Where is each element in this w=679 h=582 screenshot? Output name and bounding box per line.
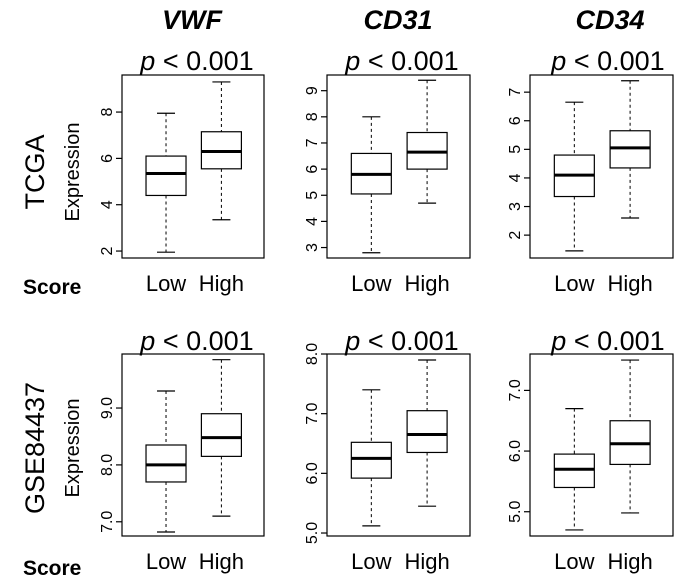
y-tick-label: 7.0 bbox=[304, 402, 321, 424]
box-high bbox=[609, 359, 651, 514]
x-category-label: Low bbox=[351, 271, 391, 296]
y-tick-label: 7.0 bbox=[507, 379, 524, 401]
box-low bbox=[553, 408, 595, 531]
pvalue-value: < 0.001 bbox=[574, 46, 665, 76]
x-category-label: Low bbox=[351, 549, 391, 574]
box-low bbox=[145, 112, 187, 253]
x-category-label: High bbox=[404, 549, 449, 574]
y-tick-label: 9 bbox=[304, 86, 321, 95]
box-high bbox=[200, 81, 242, 221]
pvalue-gse-vwf: p < 0.001 bbox=[139, 326, 253, 356]
pvalue-symbol: p bbox=[139, 326, 155, 356]
plot-frame bbox=[121, 353, 265, 537]
y-tick-label: 8 bbox=[99, 108, 116, 117]
pvalue-symbol: p bbox=[139, 46, 155, 76]
score-label-gse84437: Score bbox=[23, 557, 81, 580]
plot-frame bbox=[529, 74, 674, 259]
pvalue-symbol: p bbox=[344, 46, 360, 76]
x-category-label: Low bbox=[146, 549, 186, 574]
box-high bbox=[609, 80, 651, 219]
plot-frame bbox=[326, 353, 471, 537]
y-tick-label: 6.0 bbox=[304, 462, 321, 484]
y-tick-label: 5 bbox=[304, 191, 321, 200]
title-cd34: CD34 bbox=[575, 5, 644, 35]
iqr-box bbox=[350, 441, 392, 479]
y-tick-label: 7 bbox=[304, 138, 321, 147]
x-category-label: High bbox=[607, 271, 652, 296]
y-tick-label: 2 bbox=[99, 247, 116, 256]
iqr-box bbox=[145, 155, 187, 197]
y-tick-label: 7 bbox=[507, 88, 524, 97]
pvalue-gse-cd34: p < 0.001 bbox=[550, 326, 664, 356]
x-category-label: High bbox=[404, 271, 449, 296]
y-tick-label: 5 bbox=[507, 145, 524, 154]
panel-2: 2 3 4 5 6 7 Low High bbox=[507, 74, 674, 296]
pvalue-tcga-cd34: p < 0.001 bbox=[550, 46, 664, 76]
y-tick-label: 5.0 bbox=[304, 522, 321, 544]
x-category-label: High bbox=[199, 271, 244, 296]
pvalue-tcga-vwf: p < 0.001 bbox=[139, 46, 253, 76]
title-cd31: CD31 bbox=[363, 5, 432, 35]
y-tick-label: 2 bbox=[507, 231, 524, 240]
row-label-tcga: TCGA bbox=[20, 134, 50, 209]
y-tick-label: 5.0 bbox=[507, 501, 524, 523]
y-tick-label: 6 bbox=[304, 165, 321, 174]
iqr-box bbox=[406, 410, 448, 454]
pvalue-value: < 0.001 bbox=[163, 326, 254, 356]
pvalue-value: < 0.001 bbox=[368, 46, 459, 76]
title-vwf: VWF bbox=[162, 5, 223, 35]
row-label-gse84437: GSE84437 bbox=[20, 382, 50, 514]
pvalue-value: < 0.001 bbox=[574, 326, 665, 356]
x-category-label: Low bbox=[554, 271, 594, 296]
box-low bbox=[350, 389, 392, 527]
panel-3: 7.0 8.0 9.0 Low High bbox=[99, 353, 265, 574]
y-tick-label: 6 bbox=[507, 116, 524, 125]
y-axis-title-tcga: Expression bbox=[62, 123, 84, 222]
iqr-box bbox=[200, 413, 242, 457]
pvalue-symbol: p bbox=[550, 46, 566, 76]
pvalue-value: < 0.001 bbox=[368, 326, 459, 356]
box-low bbox=[145, 390, 187, 533]
y-tick-label: 4 bbox=[304, 217, 321, 226]
box-high bbox=[200, 359, 242, 517]
panel-4: 5.0 6.0 7.0 8.0 Low High bbox=[304, 343, 471, 574]
y-tick-label: 3 bbox=[304, 243, 321, 252]
y-tick-label: 6 bbox=[99, 154, 116, 163]
y-tick-label: 8 bbox=[304, 112, 321, 121]
x-category-label: Low bbox=[146, 271, 186, 296]
plot-frame bbox=[529, 353, 674, 537]
y-tick-label: 8.0 bbox=[99, 454, 116, 476]
score-label-tcga: Score bbox=[23, 276, 81, 299]
pvalue-tcga-cd31: p < 0.001 bbox=[344, 46, 458, 76]
box-low bbox=[350, 116, 392, 254]
box-high bbox=[406, 79, 448, 204]
plot-frame bbox=[326, 74, 471, 259]
y-axis-title-gse84437: Expression bbox=[62, 399, 84, 498]
x-category-label: High bbox=[607, 549, 652, 574]
box-low bbox=[553, 101, 595, 252]
box-high bbox=[406, 359, 448, 507]
pvalue-gse-cd31: p < 0.001 bbox=[344, 326, 458, 356]
y-tick-label: 3 bbox=[507, 202, 524, 211]
panel-0: 2 4 6 8 Low High bbox=[99, 74, 265, 296]
pvalue-symbol: p bbox=[344, 326, 360, 356]
y-tick-label: 7.0 bbox=[99, 511, 116, 533]
plot-frame bbox=[121, 74, 265, 259]
x-category-label: High bbox=[199, 549, 244, 574]
pvalue-value: < 0.001 bbox=[163, 46, 254, 76]
y-tick-label: 8.0 bbox=[304, 343, 321, 365]
pvalue-symbol: p bbox=[550, 326, 566, 356]
x-category-label: Low bbox=[554, 549, 594, 574]
y-tick-label: 4 bbox=[99, 200, 116, 209]
panel-5: 5.0 6.0 7.0 Low High bbox=[507, 353, 674, 574]
iqr-box bbox=[553, 453, 595, 489]
y-tick-label: 4 bbox=[507, 173, 524, 182]
y-tick-label: 6.0 bbox=[507, 440, 524, 462]
panel-1: 3 4 5 6 7 8 9 Low High bbox=[304, 74, 471, 296]
y-tick-label: 9.0 bbox=[99, 397, 116, 419]
